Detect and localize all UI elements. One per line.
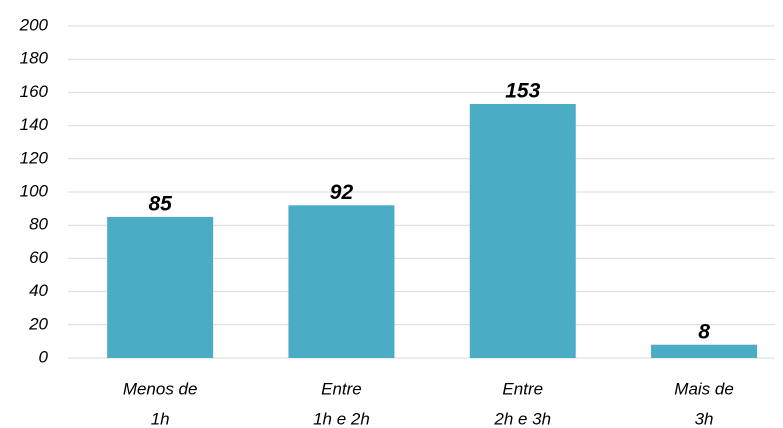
bar (469, 104, 576, 359)
x-tick-label: Entre (321, 379, 362, 398)
bar (651, 344, 758, 358)
data-label: 85 (148, 192, 172, 215)
x-tick-label: Mais de (674, 379, 734, 398)
y-tick-label: 100 (20, 181, 49, 200)
data-label: 8 (698, 320, 710, 343)
x-tick-label: 2h e 3h (493, 409, 551, 428)
y-tick-label: 180 (20, 49, 49, 68)
y-tick-label: 40 (29, 281, 48, 300)
y-tick-label: 0 (39, 347, 49, 366)
y-tick-label: 20 (28, 314, 48, 333)
data-label: 153 (505, 80, 540, 103)
y-tick-label: 160 (20, 82, 49, 101)
y-tick-label: 140 (20, 115, 49, 134)
x-tick-label: Entre (502, 379, 543, 398)
x-tick-label: 3h (695, 409, 714, 428)
x-tick-label: Menos de (123, 379, 198, 398)
y-tick-label: 60 (29, 248, 48, 267)
y-tick-label: 200 (19, 15, 49, 34)
bar (288, 205, 395, 358)
bar (107, 216, 214, 358)
y-tick-label: 120 (20, 148, 49, 167)
y-tick-label: 80 (29, 215, 48, 234)
x-tick-label: 1h e 2h (313, 409, 370, 428)
data-label: 92 (330, 181, 354, 204)
x-tick-label: 1h (151, 409, 170, 428)
